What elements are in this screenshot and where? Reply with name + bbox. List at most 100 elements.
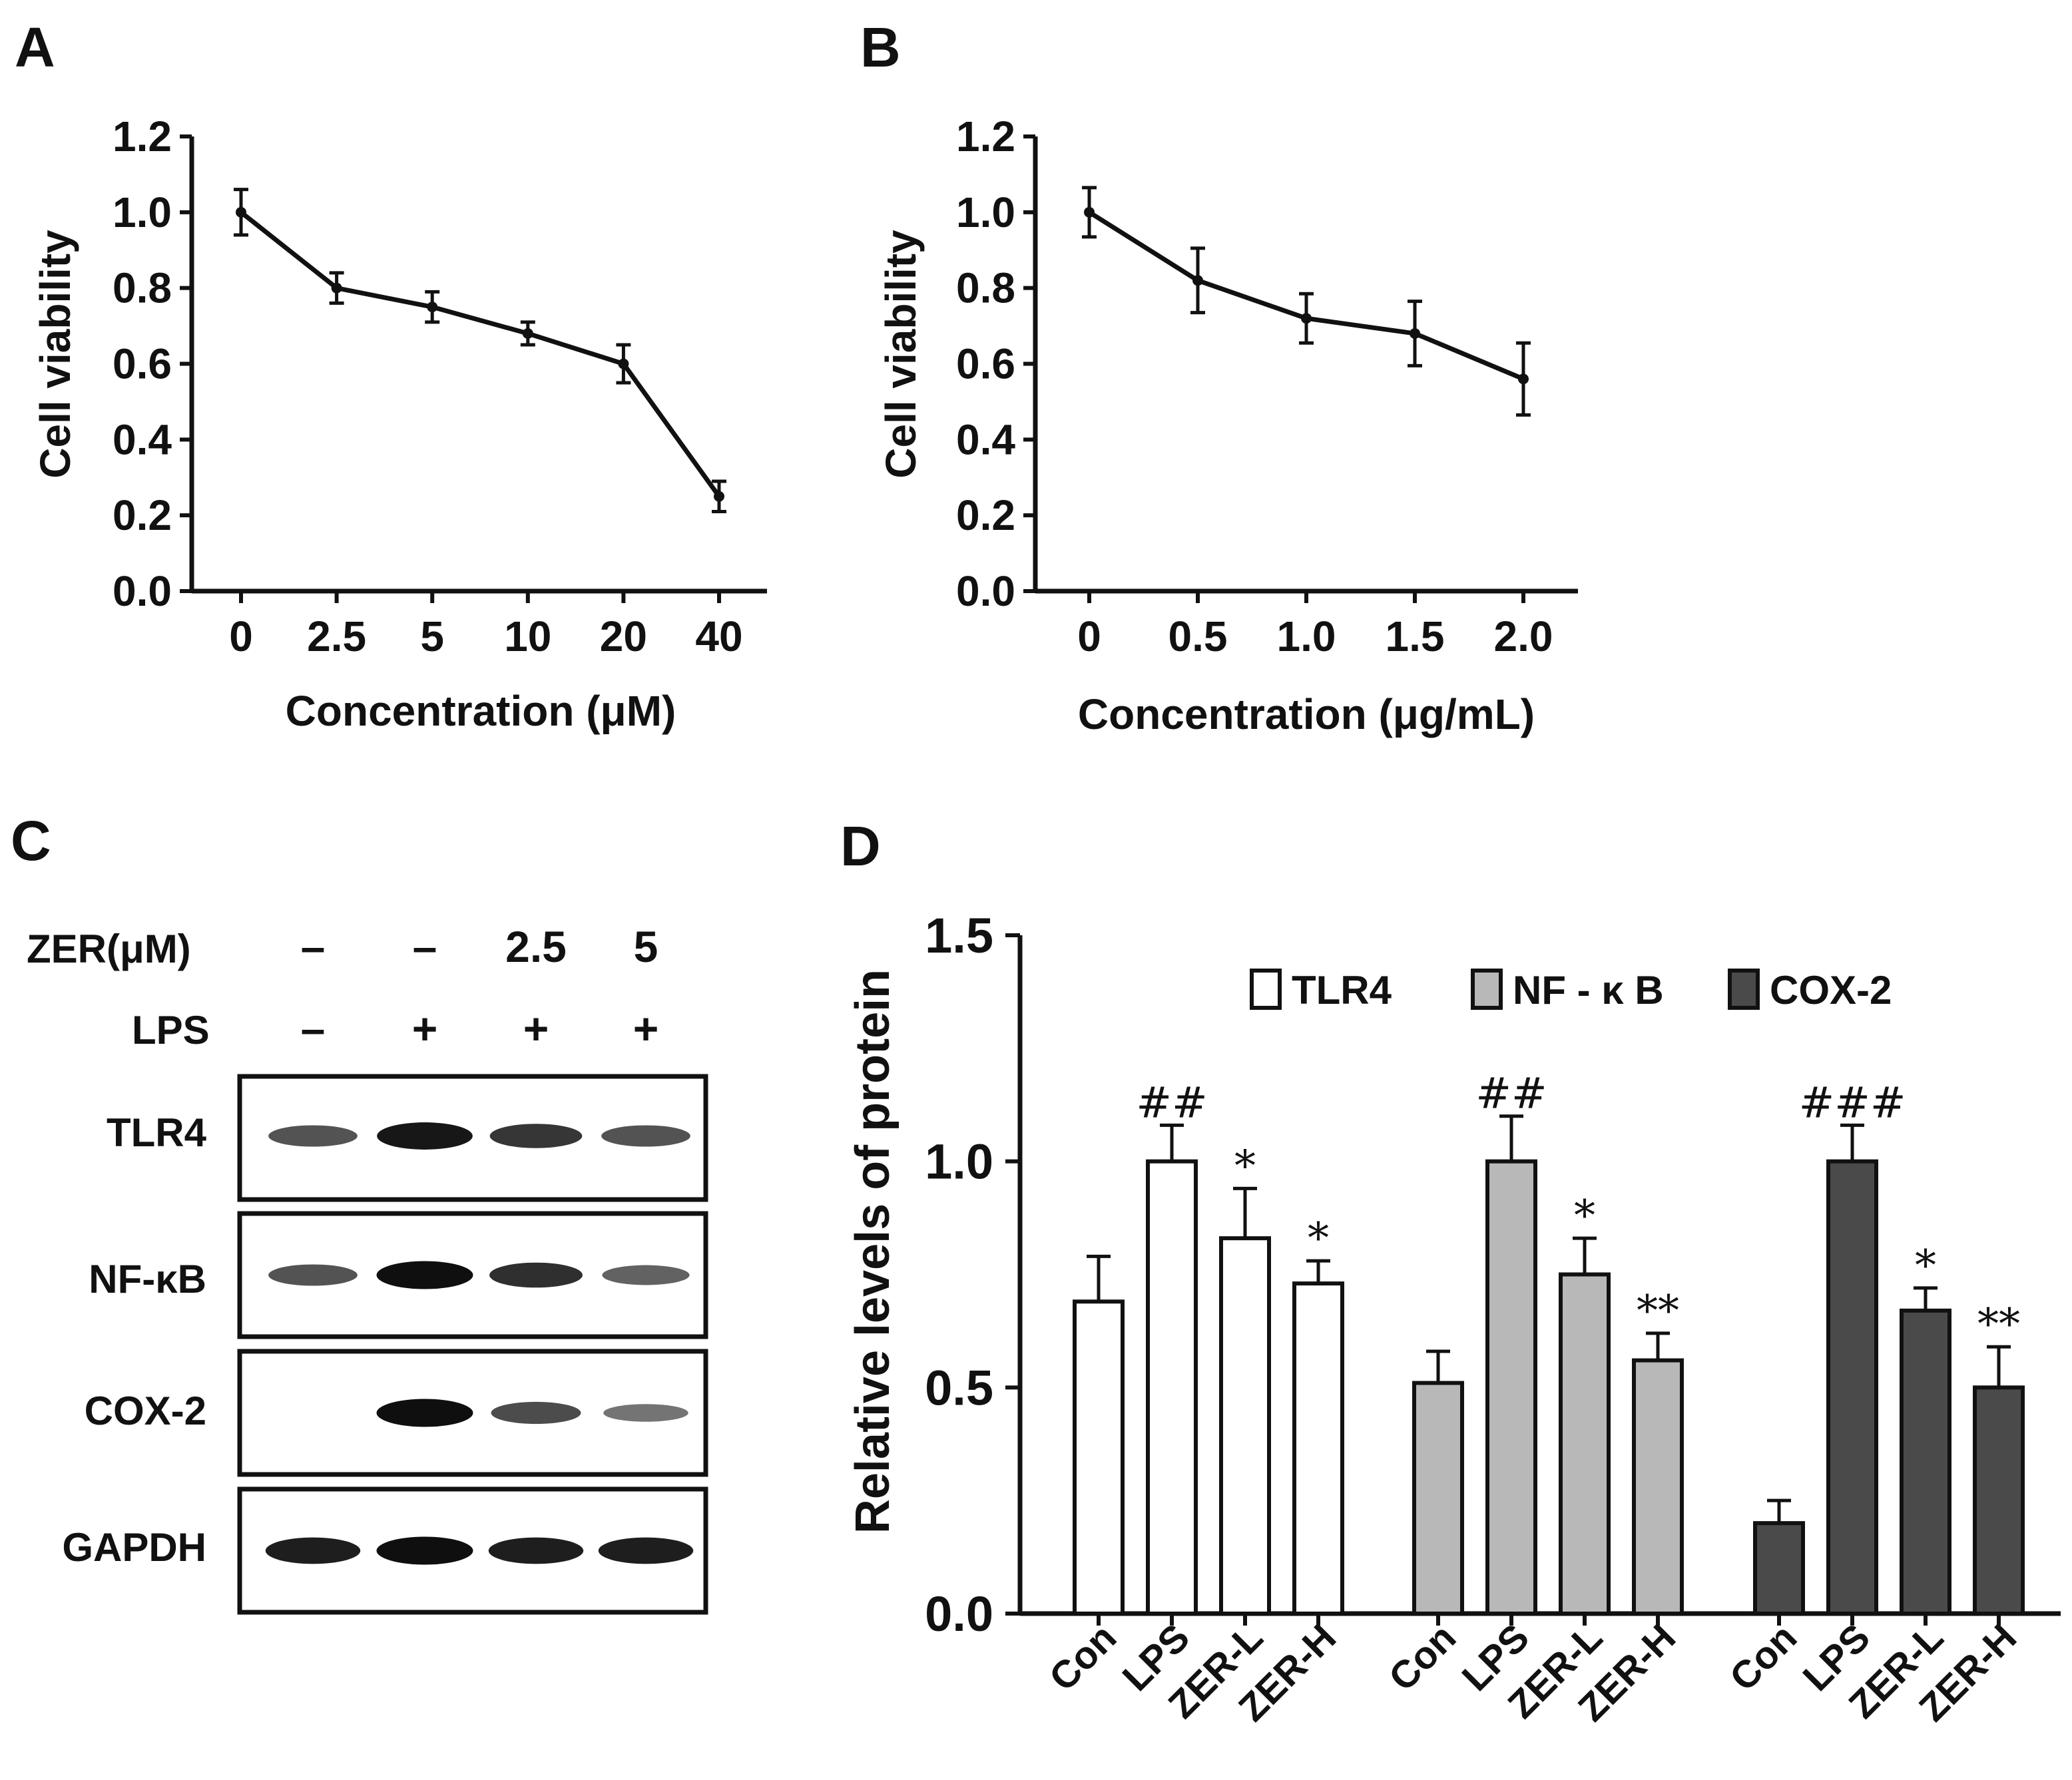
chart-b-data-point <box>1192 275 1203 286</box>
bar <box>1485 1159 1537 1616</box>
blot-band <box>603 1404 688 1422</box>
significance-mark: ** <box>1637 1287 1679 1336</box>
treatment-value: – <box>301 1004 326 1053</box>
line-chart-b: Cell viability Concentration (μg/mL) 0.0… <box>877 112 1578 738</box>
western-blot: ZER(μM) LPS TLR4 NF-κB COX-2 GAPDH – – 2.5… <box>27 922 708 1615</box>
chart-a-series-line <box>239 210 721 498</box>
legend-swatch <box>1471 969 1503 1010</box>
band-label-tlr4: TLR4 <box>107 1110 207 1155</box>
chart-a-ytick-label: 0.8 <box>113 264 172 312</box>
blot-band <box>268 1125 358 1147</box>
chart-d-ytick-label: 1.0 <box>925 1134 993 1190</box>
band-label-cox2: COX-2 <box>85 1389 206 1433</box>
significance-mark: ### <box>1799 1078 1906 1128</box>
chart-a-ytick-label: 1.0 <box>113 188 172 236</box>
bar <box>1559 1272 1611 1616</box>
chart-a-ytick-label: 1.2 <box>113 112 172 160</box>
line-chart-a: Cell viability Concentration (μM) 0.0 0.2… <box>31 112 767 735</box>
chart-d-ylabel: Relative levels of protein <box>846 969 900 1534</box>
blot-band <box>489 1124 583 1148</box>
chart-b-xtick-label: 2.0 <box>1494 612 1553 660</box>
chart-b-data-point <box>1410 328 1420 339</box>
significance-mark: * <box>1574 1192 1595 1241</box>
band-label-gapdh: GAPDH <box>62 1525 206 1570</box>
band-label-nfkb: NF-κB <box>89 1257 206 1301</box>
chart-a-ylabel: Cell viability <box>31 230 79 479</box>
bar <box>1632 1358 1684 1616</box>
treatment-value: – <box>301 922 326 971</box>
legend-swatch <box>1250 969 1282 1010</box>
chart-d-ytick-label: 0.5 <box>925 1360 993 1415</box>
chart-a-data-point <box>618 358 629 369</box>
legend-label: COX-2 <box>1770 968 1892 1012</box>
treatment-value: + <box>412 1004 438 1053</box>
treatment-value: – <box>413 922 437 971</box>
treatment-value: 5 <box>634 922 658 971</box>
chart-a-data-point <box>714 491 724 502</box>
chart-b-xtick-label: 1.0 <box>1277 612 1336 660</box>
chart-a-data-point <box>236 206 246 218</box>
chart-a-xtick-label: 0 <box>229 612 253 660</box>
treatment-label-zer: ZER(μM) <box>27 927 191 971</box>
blot-band <box>598 1537 694 1564</box>
chart-d-xtick-label: Con <box>1381 1616 1465 1699</box>
legend-swatch <box>1728 969 1760 1010</box>
bar-chart-d: Relative levels of protein 0.0 0.5 1.0 1.5 C… <box>846 908 2061 1729</box>
bar <box>1073 1299 1125 1616</box>
chart-b-ytick-label: 0.4 <box>956 415 1015 463</box>
chart-a-xtick-label: 5 <box>420 612 444 660</box>
blot-band <box>265 1537 361 1564</box>
chart-d-ytick-label: 0.0 <box>925 1586 993 1642</box>
chart-a-xtick-label: 40 <box>695 612 742 660</box>
panel-letter-a: A <box>15 16 55 79</box>
blot-band <box>602 1265 690 1285</box>
panel-letter-c: C <box>11 809 51 872</box>
chart-d-xtick-label: Con <box>1722 1616 1806 1699</box>
blot-band <box>488 1537 584 1564</box>
treatment-value: + <box>523 1004 549 1053</box>
bar <box>1753 1521 1805 1616</box>
chart-b-data-point <box>1301 313 1312 324</box>
bar <box>1973 1385 2025 1616</box>
chart-b-xtick-label: 0.5 <box>1168 612 1228 660</box>
chart-b-ytick-label: 1.0 <box>956 188 1015 236</box>
chart-a-xlabel: Concentration (μM) <box>286 687 676 735</box>
chart-b-ytick-label: 0.2 <box>956 491 1015 539</box>
blot-band <box>491 1401 581 1425</box>
bar <box>1826 1159 1878 1616</box>
treatment-value: + <box>633 1004 659 1053</box>
blot-band <box>489 1262 583 1288</box>
bar <box>1900 1308 1951 1616</box>
panel-letter-d: D <box>840 815 881 877</box>
significance-mark: * <box>1308 1214 1329 1263</box>
chart-d-xtick-label: Con <box>1041 1616 1125 1699</box>
chart-a-xtick-label: 2.5 <box>307 612 366 660</box>
chart-b-ytick-label: 0.8 <box>956 264 1015 312</box>
blot-band <box>268 1264 358 1286</box>
bar <box>1219 1236 1271 1616</box>
chart-b-ytick-label: 0.6 <box>956 340 1015 388</box>
chart-a-ytick-label: 0.0 <box>113 567 172 615</box>
blot-band <box>601 1125 690 1147</box>
significance-mark: ## <box>1475 1070 1547 1119</box>
chart-a-data-point <box>427 302 438 313</box>
significance-mark: * <box>1234 1142 1256 1191</box>
chart-a-ytick-label: 0.2 <box>113 491 172 539</box>
blot-band <box>377 1122 473 1150</box>
blot-band <box>376 1399 473 1427</box>
blot-band <box>376 1261 473 1289</box>
chart-b-ytick-label: 0.0 <box>956 567 1015 615</box>
legend-label: TLR4 <box>1292 968 1392 1012</box>
chart-a-xtick-label: 20 <box>600 612 647 660</box>
chart-b-ylabel: Cell viability <box>877 230 925 479</box>
chart-d-ytick-label: 1.5 <box>925 908 993 963</box>
chart-b-xtick-label: 0 <box>1077 612 1101 660</box>
chart-a-xtick-label: 10 <box>504 612 551 660</box>
bar <box>1292 1281 1344 1616</box>
significance-mark: * <box>1915 1241 1936 1291</box>
blot-band <box>376 1536 473 1565</box>
bar <box>1146 1159 1198 1616</box>
chart-b-data-point <box>1518 373 1529 385</box>
chart-b-xlabel: Concentration (μg/mL) <box>1078 690 1535 738</box>
